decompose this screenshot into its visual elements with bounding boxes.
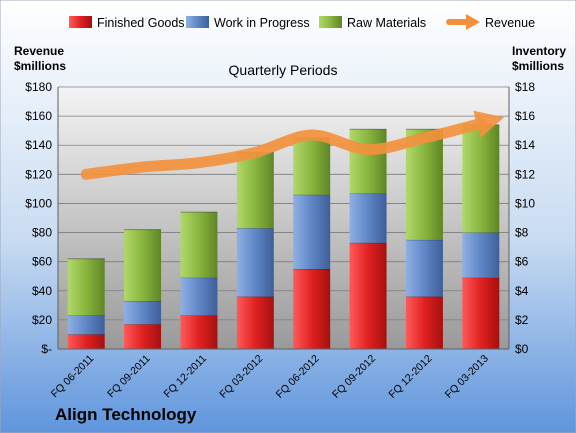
right-tick-label: $4 <box>515 284 529 298</box>
plot-title: Quarterly Periods <box>229 62 338 78</box>
right-tick-label: $10 <box>515 196 535 210</box>
bar-finished-goods <box>349 242 387 349</box>
bar-raw-materials <box>67 258 105 316</box>
bar-work-in-progress <box>462 232 500 278</box>
left-tick-label: $60 <box>32 255 52 269</box>
left-axis-title-line-1: Revenue <box>14 44 64 58</box>
bar-raw-materials <box>405 129 443 240</box>
bar-work-in-progress <box>405 239 443 297</box>
right-axis-title-line-1: Inventory <box>512 44 566 58</box>
bar-finished-goods <box>124 324 162 349</box>
bar-raw-materials <box>180 212 218 278</box>
left-axis-title: Revenue $millions <box>14 44 67 73</box>
bar-finished-goods <box>405 296 443 349</box>
left-tick-label: $180 <box>25 80 52 94</box>
legend-swatch-work-in-progress <box>186 16 209 28</box>
bar-work-in-progress <box>236 228 274 297</box>
legend-swatch-finished-goods <box>69 16 92 28</box>
legend-label-work-in-progress: Work in Progress <box>214 16 310 30</box>
right-tick-label: $18 <box>515 80 535 94</box>
bar-finished-goods <box>236 296 274 349</box>
bar-raw-materials <box>462 124 500 233</box>
right-tick-label: $8 <box>515 226 529 240</box>
right-tick-label: $6 <box>515 255 529 269</box>
legend-label-finished-goods: Finished Goods <box>97 16 185 30</box>
left-tick-label: $160 <box>25 109 52 123</box>
legend-swatch-revenue <box>446 14 480 30</box>
left-tick-label: $40 <box>32 284 52 298</box>
company-name: Align Technology <box>55 405 197 424</box>
right-tick-label: $12 <box>515 167 535 181</box>
bar-work-in-progress <box>293 194 331 269</box>
bar-raw-materials <box>349 129 387 194</box>
left-tick-label: $100 <box>25 196 52 210</box>
bar-work-in-progress <box>124 300 162 325</box>
bar-work-in-progress <box>349 193 387 243</box>
right-tick-label: $2 <box>515 313 529 327</box>
left-tick-label: $20 <box>32 313 52 327</box>
revenue-arrowhead <box>473 110 505 138</box>
left-tick-label: $120 <box>25 167 52 181</box>
bar-raw-materials <box>293 137 331 195</box>
right-axis-title-line-2: $millions <box>512 59 564 73</box>
left-axis-title-line-2: $millions <box>14 59 66 73</box>
right-tick-label: $16 <box>515 109 535 123</box>
bar-work-in-progress <box>180 277 218 316</box>
bar-work-in-progress <box>67 315 105 335</box>
legend-label-revenue: Revenue <box>485 16 535 30</box>
revenue-line-path <box>80 117 487 180</box>
left-tick-label: $80 <box>32 226 52 240</box>
legend-label-raw-materials: Raw Materials <box>347 16 426 30</box>
right-axis-title: Inventory $millions <box>512 44 569 73</box>
bar-raw-materials <box>124 229 162 301</box>
revenue-line <box>80 110 505 180</box>
left-tick-label: $140 <box>25 138 52 152</box>
bar-finished-goods <box>67 334 105 349</box>
legend-swatch-raw-materials <box>319 16 342 28</box>
right-tick-label: $14 <box>515 138 535 152</box>
right-tick-label: $0 <box>515 342 529 356</box>
bar-raw-materials <box>236 152 274 229</box>
legend: Finished Goods Work in Progress Raw Mate… <box>69 14 535 30</box>
bar-finished-goods <box>180 315 218 349</box>
bar-finished-goods <box>462 277 500 349</box>
bars <box>67 124 500 349</box>
bar-finished-goods <box>293 268 331 349</box>
left-tick-label: $- <box>41 342 52 356</box>
